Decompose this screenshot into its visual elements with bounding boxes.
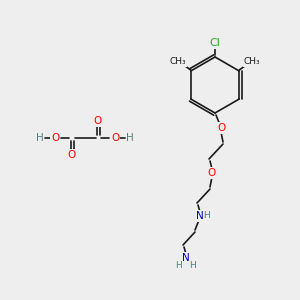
Text: O: O [94,116,102,126]
Text: O: O [208,168,216,178]
Text: Cl: Cl [210,38,220,48]
Text: N: N [196,211,204,221]
Text: H: H [204,211,210,220]
Text: H: H [126,133,134,143]
Text: H: H [176,262,182,271]
Text: CH₃: CH₃ [169,58,186,67]
Text: O: O [217,123,225,133]
Text: O: O [51,133,59,143]
Text: N: N [182,253,190,263]
Text: O: O [111,133,119,143]
Text: CH₃: CH₃ [244,58,261,67]
Text: O: O [68,150,76,160]
Text: H: H [36,133,44,143]
Text: H: H [189,262,195,271]
